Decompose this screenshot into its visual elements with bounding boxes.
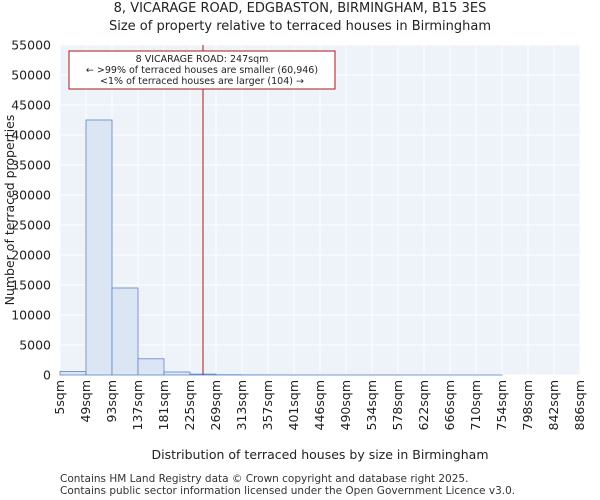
bar [111, 287, 139, 376]
annotation-smaller: ← >99% of terraced houses are smaller (6… [86, 65, 318, 76]
x-tick-label: 313sqm [234, 380, 249, 430]
x-tick-label: 5sqm [52, 380, 67, 415]
x-tick-label: 534sqm [364, 380, 379, 430]
y-axis-label: Number of terraced properties [2, 115, 17, 306]
chart-subtitle: Size of property relative to terraced ho… [108, 19, 492, 34]
x-tick-label: 666sqm [442, 380, 457, 430]
x-tick-label: 357sqm [260, 380, 275, 430]
bar [85, 119, 113, 376]
x-tick-label: 269sqm [208, 380, 223, 430]
y-tick-label: 45000 [11, 98, 51, 113]
y-tick-label: 50000 [11, 68, 51, 83]
x-tick-label: 225sqm [182, 380, 197, 430]
y-tick-label: 55000 [11, 38, 51, 53]
x-tick-label: 49sqm [78, 380, 93, 423]
y-tick-label: 10000 [11, 308, 51, 323]
x-tick-label: 754sqm [494, 380, 509, 430]
y-tick-label: 20000 [11, 248, 51, 263]
x-tick-label: 710sqm [468, 380, 483, 430]
footer-line-2: Contains public sector information licen… [60, 485, 516, 497]
y-tick-label: 5000 [19, 338, 51, 353]
y-tick-label: 35000 [11, 158, 51, 173]
x-tick-label: 181sqm [156, 380, 171, 430]
bar [137, 358, 165, 376]
y-tick-label: 25000 [11, 218, 51, 233]
x-tick-label: 842sqm [546, 380, 561, 430]
annotation-larger: <1% of terraced houses are larger (104) … [100, 76, 304, 87]
y-tick-label: 30000 [11, 188, 51, 203]
x-tick-label: 401sqm [286, 380, 301, 430]
y-tick-label: 40000 [11, 128, 51, 143]
y-tick-label: 0 [43, 368, 51, 383]
x-tick-label: 137sqm [130, 380, 145, 430]
bar [163, 371, 191, 376]
x-tick-label: 798sqm [520, 380, 535, 430]
x-tick-label: 578sqm [390, 380, 405, 430]
annotation-title: 8 VICARAGE ROAD: 247sqm [136, 54, 269, 65]
x-axis-label: Distribution of terraced houses by size … [152, 447, 489, 462]
bar [59, 370, 87, 376]
annotation-box [68, 50, 336, 90]
x-tick-label: 93sqm [104, 380, 119, 423]
x-tick-label: 622sqm [416, 380, 431, 430]
x-tick-label: 886sqm [572, 380, 587, 430]
x-tick-label: 446sqm [312, 380, 327, 430]
chart-title: 8, VICARAGE ROAD, EDGBASTON, BIRMINGHAM,… [113, 1, 487, 16]
footer-line-1: Contains HM Land Registry data © Crown c… [60, 473, 469, 485]
x-tick-label: 490sqm [338, 380, 353, 430]
y-tick-label: 15000 [11, 278, 51, 293]
